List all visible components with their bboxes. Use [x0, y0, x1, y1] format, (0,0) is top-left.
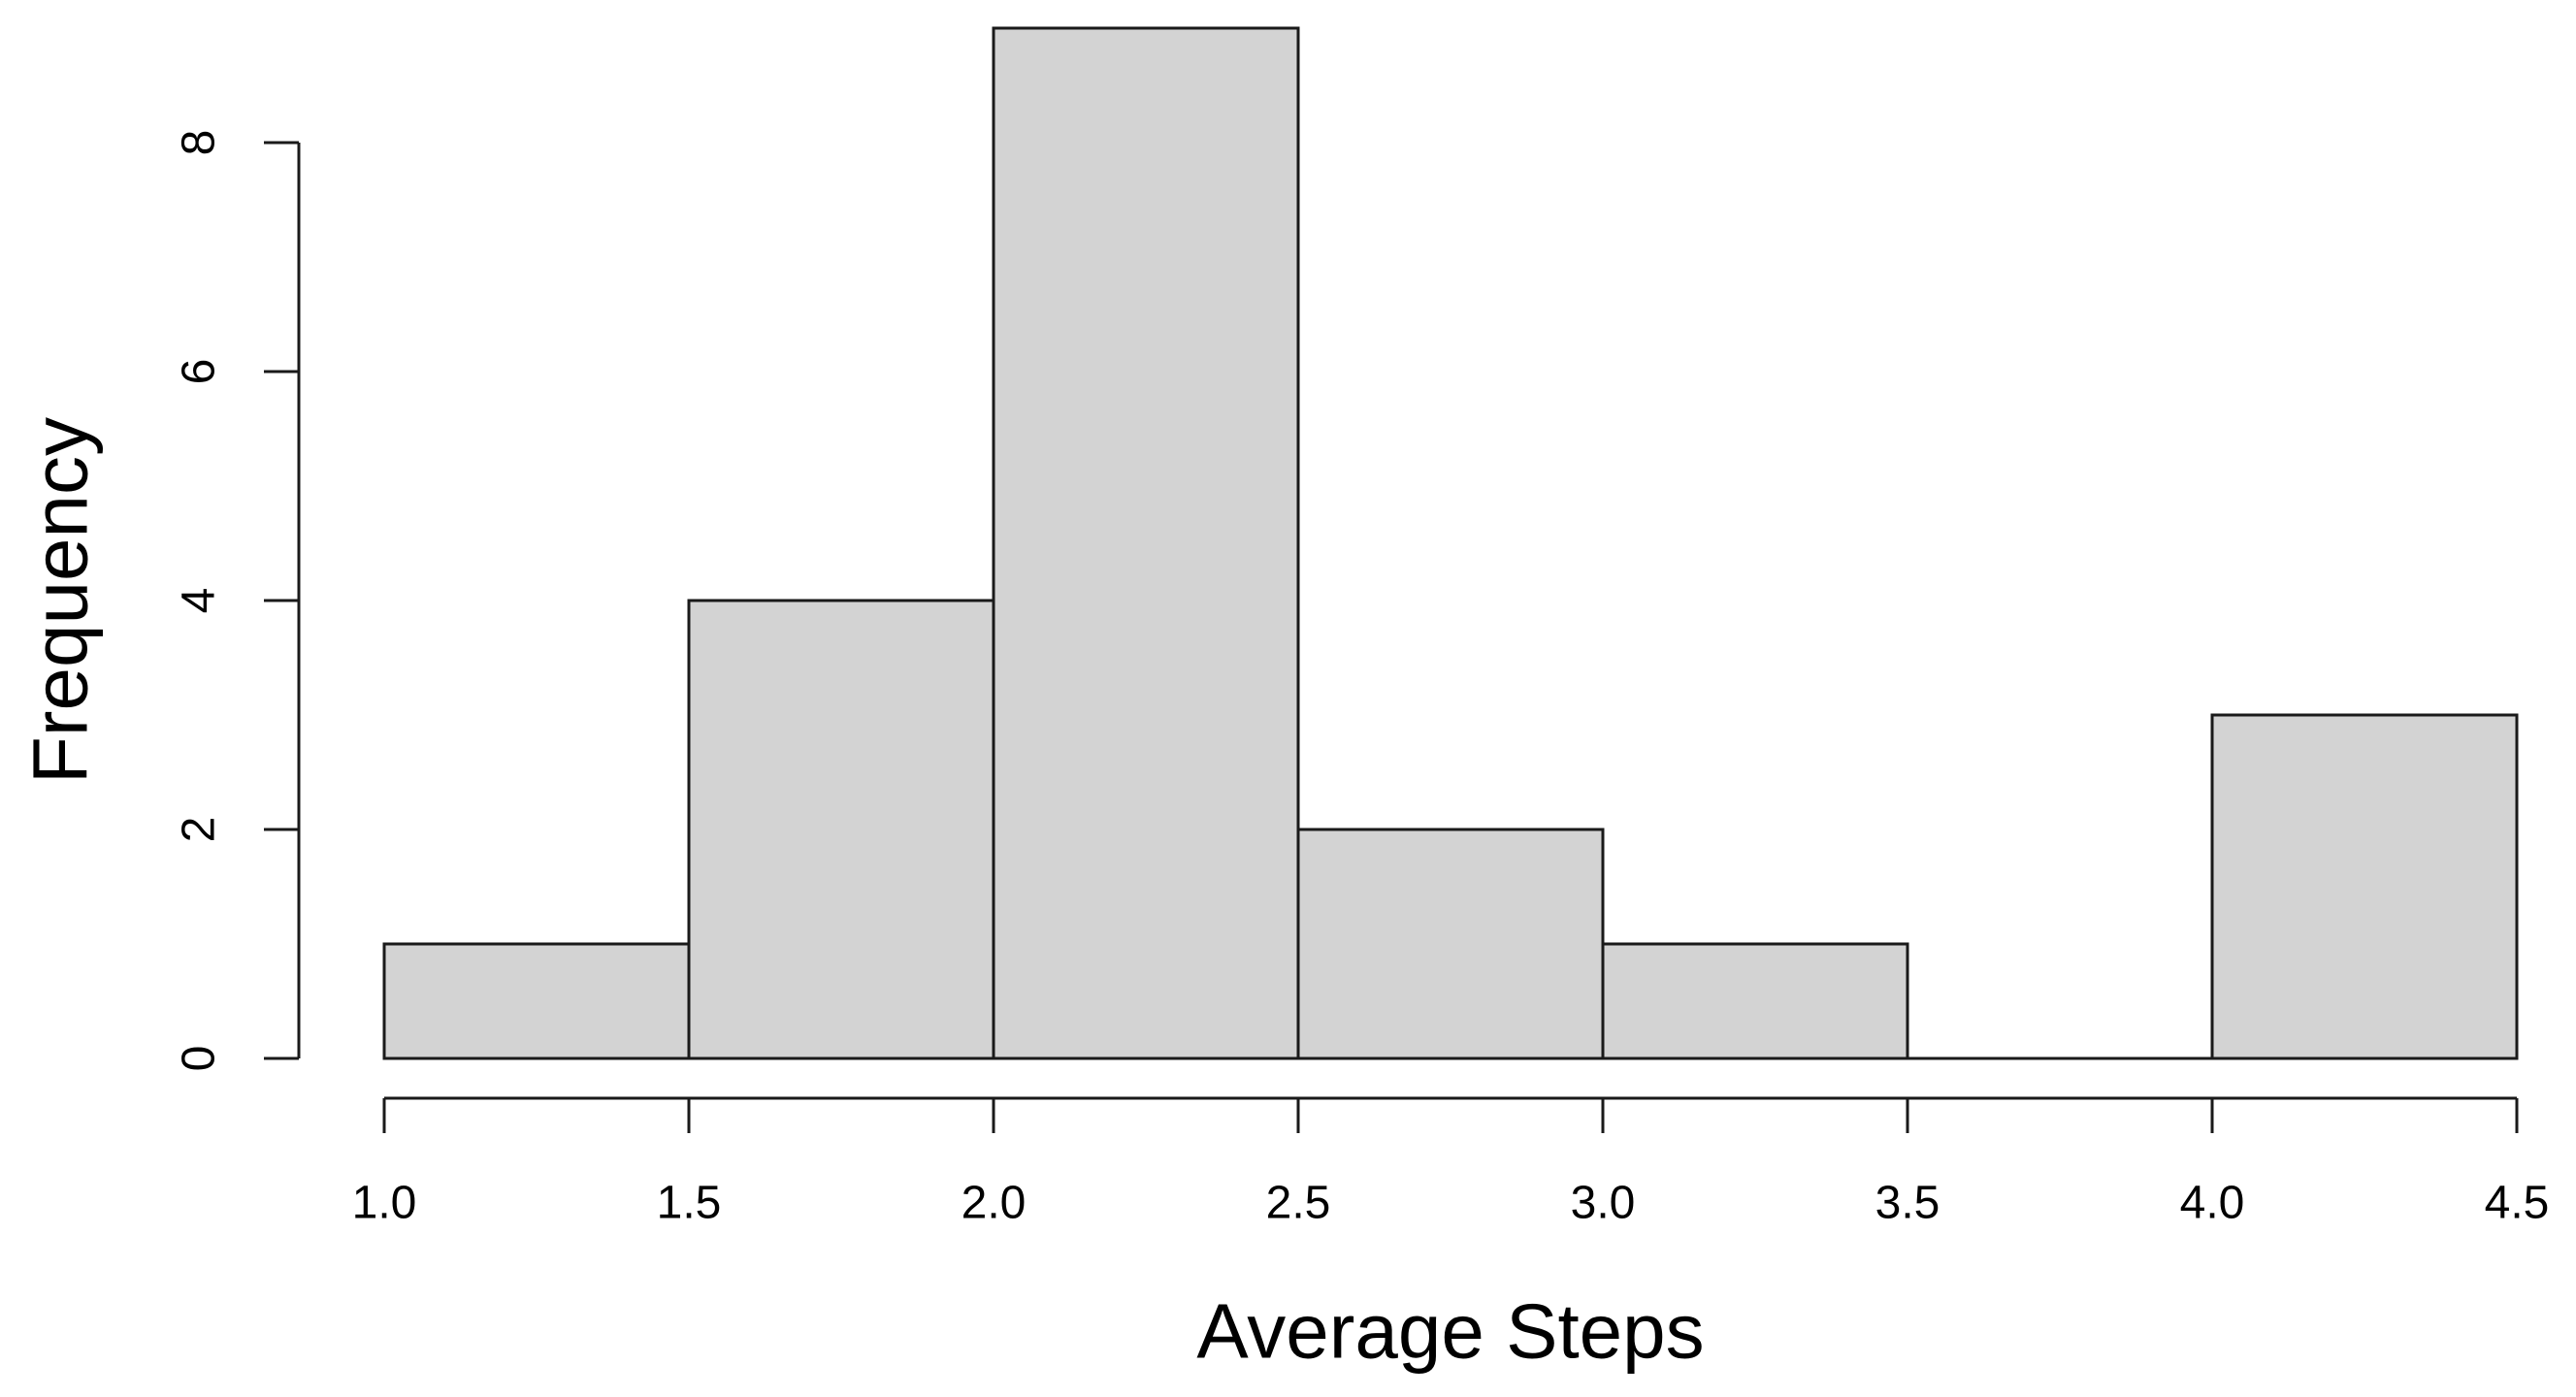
x-axis-tick-label: 2.5	[1266, 1178, 1331, 1229]
y-axis-tick-label: 8	[174, 130, 225, 156]
x-axis-tick-label: 1.0	[352, 1178, 417, 1229]
x-axis-title: Average Steps	[1196, 1288, 1704, 1375]
y-axis-tick-label: 6	[174, 359, 225, 385]
x-axis-tick-label: 3.5	[1875, 1178, 1940, 1229]
histogram-bar	[1601, 942, 1909, 1060]
y-axis-title: Frequency	[17, 417, 104, 784]
x-axis-tick-label: 3.0	[1571, 1178, 1636, 1229]
histogram-bar	[2210, 713, 2519, 1060]
y-axis-tick-label: 4	[174, 588, 225, 614]
x-axis-tick-label: 4.5	[2485, 1178, 2550, 1229]
y-axis-tick-label: 2	[174, 817, 225, 843]
y-axis-tick-label: 0	[174, 1046, 225, 1072]
x-axis-tick-label: 4.0	[2180, 1178, 2245, 1229]
histogram-bar	[687, 599, 995, 1060]
x-axis-tick-label: 1.5	[657, 1178, 722, 1229]
x-axis-tick-label: 2.0	[962, 1178, 1027, 1229]
histogram-bar	[1296, 828, 1605, 1060]
histogram-bar	[992, 26, 1300, 1060]
histogram-bar	[382, 942, 691, 1060]
